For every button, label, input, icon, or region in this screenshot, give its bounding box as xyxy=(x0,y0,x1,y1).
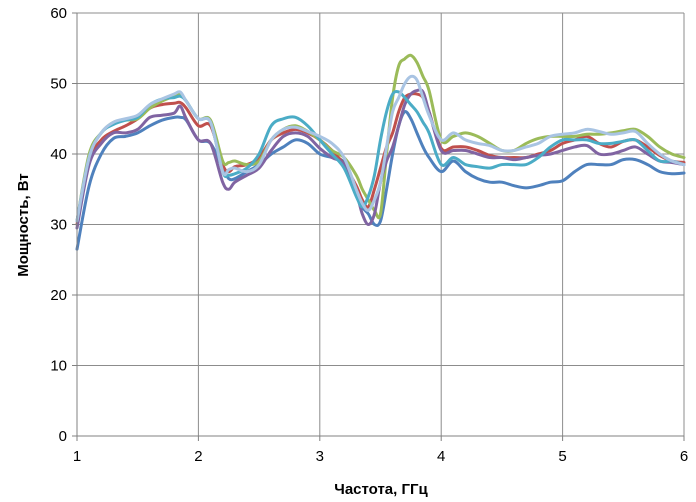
x-tick-label: 4 xyxy=(437,448,445,465)
tick-labels: 0 10 20 30 40 50 60 1 2 3 4 5 6 xyxy=(50,5,688,465)
x-tick-label: 3 xyxy=(316,448,324,465)
series-line-1 xyxy=(75,110,686,251)
y-tick-label: 20 xyxy=(50,287,67,304)
axes xyxy=(72,12,685,441)
x-tick-label: 2 xyxy=(194,448,202,465)
y-tick-label: 40 xyxy=(50,146,67,163)
x-tick-label: 6 xyxy=(680,448,688,465)
y-tick-label: 50 xyxy=(50,76,67,93)
gridlines xyxy=(77,12,685,436)
y-tick-label: 60 xyxy=(50,5,67,22)
y-tick-label: 10 xyxy=(50,358,67,375)
x-axis-title: Частота, ГГц xyxy=(334,481,428,498)
x-tick-label: 1 xyxy=(73,448,81,465)
y-axis-title: Мощность, Вт xyxy=(15,173,32,277)
series-line-6 xyxy=(75,74,686,223)
series-line-2 xyxy=(75,92,686,226)
y-tick-label: 30 xyxy=(50,217,67,234)
x-tick-label: 5 xyxy=(558,448,566,465)
series-line-5 xyxy=(75,90,686,223)
series-layer xyxy=(75,53,686,251)
y-tick-label: 0 xyxy=(59,428,67,445)
